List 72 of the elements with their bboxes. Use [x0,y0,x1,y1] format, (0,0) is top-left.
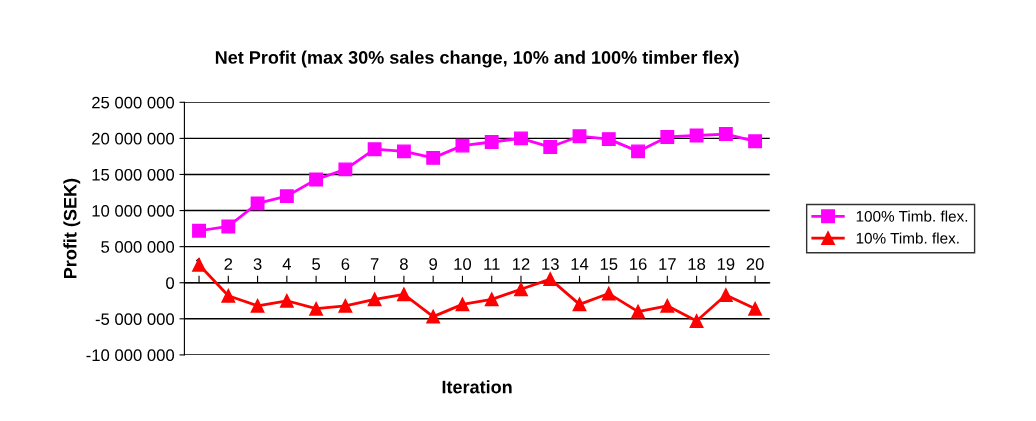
point [367,292,382,307]
y-axis-title: Profit (SEK) [63,178,81,279]
point [631,304,645,319]
x-tick-label: 3 [253,258,262,270]
point [689,128,704,143]
point [367,142,382,157]
x-tick-label: 14 [571,258,589,270]
point [572,129,587,144]
point [543,140,558,154]
y-tick-label: 25 000 000 [92,96,175,109]
point [250,298,265,313]
point [455,138,470,153]
point [689,314,704,328]
y-tick-label: -10 000 000 [86,349,175,362]
point [748,134,763,149]
point [426,309,441,324]
point [338,298,353,313]
point [455,297,470,312]
x-tick-label: 4 [282,258,291,270]
point [396,287,411,302]
x-axis-title: Iteration [442,380,512,394]
point [484,292,499,307]
y-tick-label: -5 000 000 [95,313,175,326]
point [572,297,587,312]
x-tick-label: 11 [484,258,500,270]
point [279,293,294,308]
point [192,257,206,272]
point [279,189,294,204]
point [250,196,265,211]
point [660,130,675,144]
point [543,272,558,287]
point [309,172,324,187]
x-tick-label: 15 [600,258,618,270]
x-tick-label: 17 [659,258,676,270]
legend-label: 10% Timb. flex. [856,232,959,244]
x-tick-label: 16 [630,258,647,270]
y-tick-label: 5 000 000 [101,241,175,253]
x-tick-label: 18 [688,258,706,270]
point [484,135,499,149]
x-tick-label: 19 [717,258,735,270]
x-tick-label: 8 [400,258,408,270]
point [660,298,675,313]
x-tick-label: 6 [341,258,350,270]
y-tick-label: 0 [166,277,175,289]
x-tick-label: 13 [542,258,559,270]
x-tick-label: 9 [429,258,438,270]
x-tick-label: 20 [746,258,764,270]
point [514,131,528,146]
point [221,288,236,303]
point [718,127,733,142]
point [192,223,206,238]
point [221,219,236,234]
point [514,282,528,297]
legend-label: 100% Timb. flex. [856,210,968,222]
x-tick-label: 12 [512,258,530,270]
point [396,144,411,159]
point [309,301,324,316]
x-tick-label: 5 [312,258,321,270]
point [426,150,441,165]
y-tick-label: 20 000 000 [92,132,175,145]
point [601,132,616,147]
point [601,286,616,301]
y-tick-label: 10 000 000 [92,204,175,217]
point [631,144,645,159]
chart-title: Net Profit (max 30% sales change, 10% and 100% timber flex) [215,50,739,68]
point [718,288,733,302]
point [338,162,353,177]
x-tick-label: 2 [224,258,233,270]
point [748,301,763,316]
x-tick-label: 10 [454,258,472,270]
x-tick-label: 7 [370,258,379,270]
y-tick-label: 15 000 000 [92,168,175,181]
